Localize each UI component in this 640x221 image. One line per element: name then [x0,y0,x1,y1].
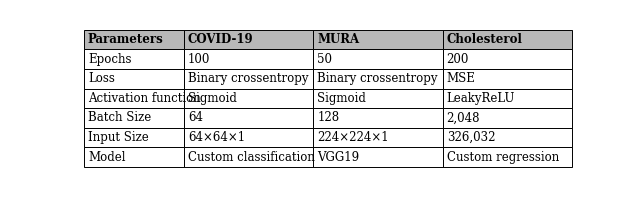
Text: LeakyReLU: LeakyReLU [447,92,515,105]
Text: 2,048: 2,048 [447,111,480,124]
Bar [84,108,184,128]
Text: 200: 200 [447,53,469,66]
Bar [84,128,184,147]
Bar [184,128,314,147]
Text: Cholesterol: Cholesterol [447,33,522,46]
Bar [443,108,572,128]
Bar [84,30,184,50]
Bar [314,69,443,89]
Text: 224×224×1: 224×224×1 [317,131,389,144]
Text: Binary crossentropy: Binary crossentropy [188,72,308,85]
Text: COVID-19: COVID-19 [188,33,253,46]
Text: MSE: MSE [447,72,476,85]
Bar [84,50,184,69]
Text: MURA: MURA [317,33,360,46]
Bar [314,108,443,128]
Text: 50: 50 [317,53,332,66]
Bar [184,89,314,108]
Text: Batch Size: Batch Size [88,111,151,124]
Text: 64: 64 [188,111,203,124]
Bar [443,89,572,108]
Text: 128: 128 [317,111,339,124]
Text: VGG19: VGG19 [317,151,360,164]
Text: Custom classification: Custom classification [188,151,315,164]
Text: Epochs: Epochs [88,53,131,66]
Bar [84,89,184,108]
Text: Loss: Loss [88,72,115,85]
Bar [443,30,572,50]
Bar [443,50,572,69]
Text: Model: Model [88,151,125,164]
Bar [184,50,314,69]
Text: Sigmoid: Sigmoid [317,92,366,105]
Text: 64×64×1: 64×64×1 [188,131,245,144]
Text: Activation function: Activation function [88,92,201,105]
Text: Parameters: Parameters [88,33,164,46]
Bar [314,89,443,108]
Bar [443,128,572,147]
Bar [314,50,443,69]
Bar [184,69,314,89]
Bar [443,147,572,167]
Text: Sigmoid: Sigmoid [188,92,237,105]
Bar [84,147,184,167]
Bar [184,108,314,128]
Text: 100: 100 [188,53,211,66]
Bar [314,30,443,50]
Text: 326,032: 326,032 [447,131,495,144]
Bar [84,69,184,89]
Bar [443,69,572,89]
Bar [184,30,314,50]
Bar [314,147,443,167]
Text: Binary crossentropy: Binary crossentropy [317,72,438,85]
Bar [314,128,443,147]
Bar [184,147,314,167]
Text: Input Size: Input Size [88,131,148,144]
Text: Custom regression: Custom regression [447,151,559,164]
